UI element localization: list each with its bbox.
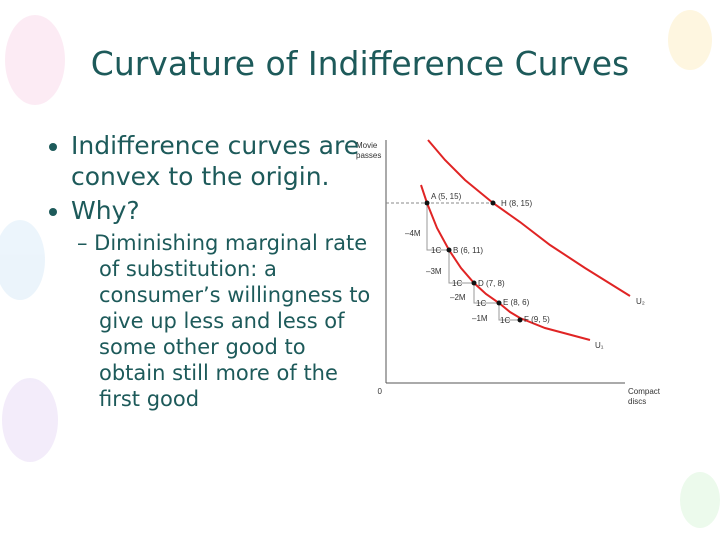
step-label: –4M [405, 229, 421, 238]
bullets: Indifference curves are convex to the or… [45, 130, 376, 415]
point [517, 317, 523, 323]
step-label: 1C [476, 299, 486, 308]
sub-bullet: – Diminishing marginal rate of substitut… [77, 231, 371, 411]
bullet: Indifference curves are convex to the or… [71, 130, 376, 192]
step-label: 1C [500, 316, 510, 325]
point-label: H (8, 15) [501, 199, 532, 208]
step-label: –3M [426, 267, 442, 276]
point-label: D (7, 8) [478, 279, 505, 288]
bullet-text: Why? [71, 196, 140, 225]
bullet: Why? – Diminishing marginal rate of subst… [71, 195, 376, 412]
y-label: Movie [356, 141, 378, 150]
curve-label: U₂ [636, 297, 645, 306]
step-label: 1C [431, 246, 441, 255]
point [496, 300, 502, 306]
background-decor [0, 10, 720, 528]
step-label: –2M [450, 293, 466, 302]
sub-bullets: – Diminishing marginal rate of substitut… [71, 230, 374, 412]
curve-u1 [420, 184, 591, 341]
step-label: –1M [472, 314, 488, 323]
point [471, 280, 477, 286]
bullet-text: Indifference curves are convex to the or… [71, 131, 360, 191]
curve-label: U₁ [595, 341, 604, 350]
point-label: B (6, 11) [453, 246, 483, 255]
x-label: discs [628, 397, 646, 406]
point-label: E (8, 6) [503, 298, 530, 307]
step-label: 1C [452, 279, 462, 288]
point [490, 200, 496, 206]
y-label: passes [356, 151, 381, 160]
point [446, 247, 452, 253]
title: Curvature of Indifference Curves [90, 44, 630, 83]
curve-u2 [427, 139, 631, 297]
origin: 0 [378, 387, 383, 396]
point-label: F (9, 5) [524, 315, 550, 324]
point-label: A (5, 15) [431, 192, 462, 201]
x-label: Compact [628, 387, 661, 396]
point [424, 200, 430, 206]
